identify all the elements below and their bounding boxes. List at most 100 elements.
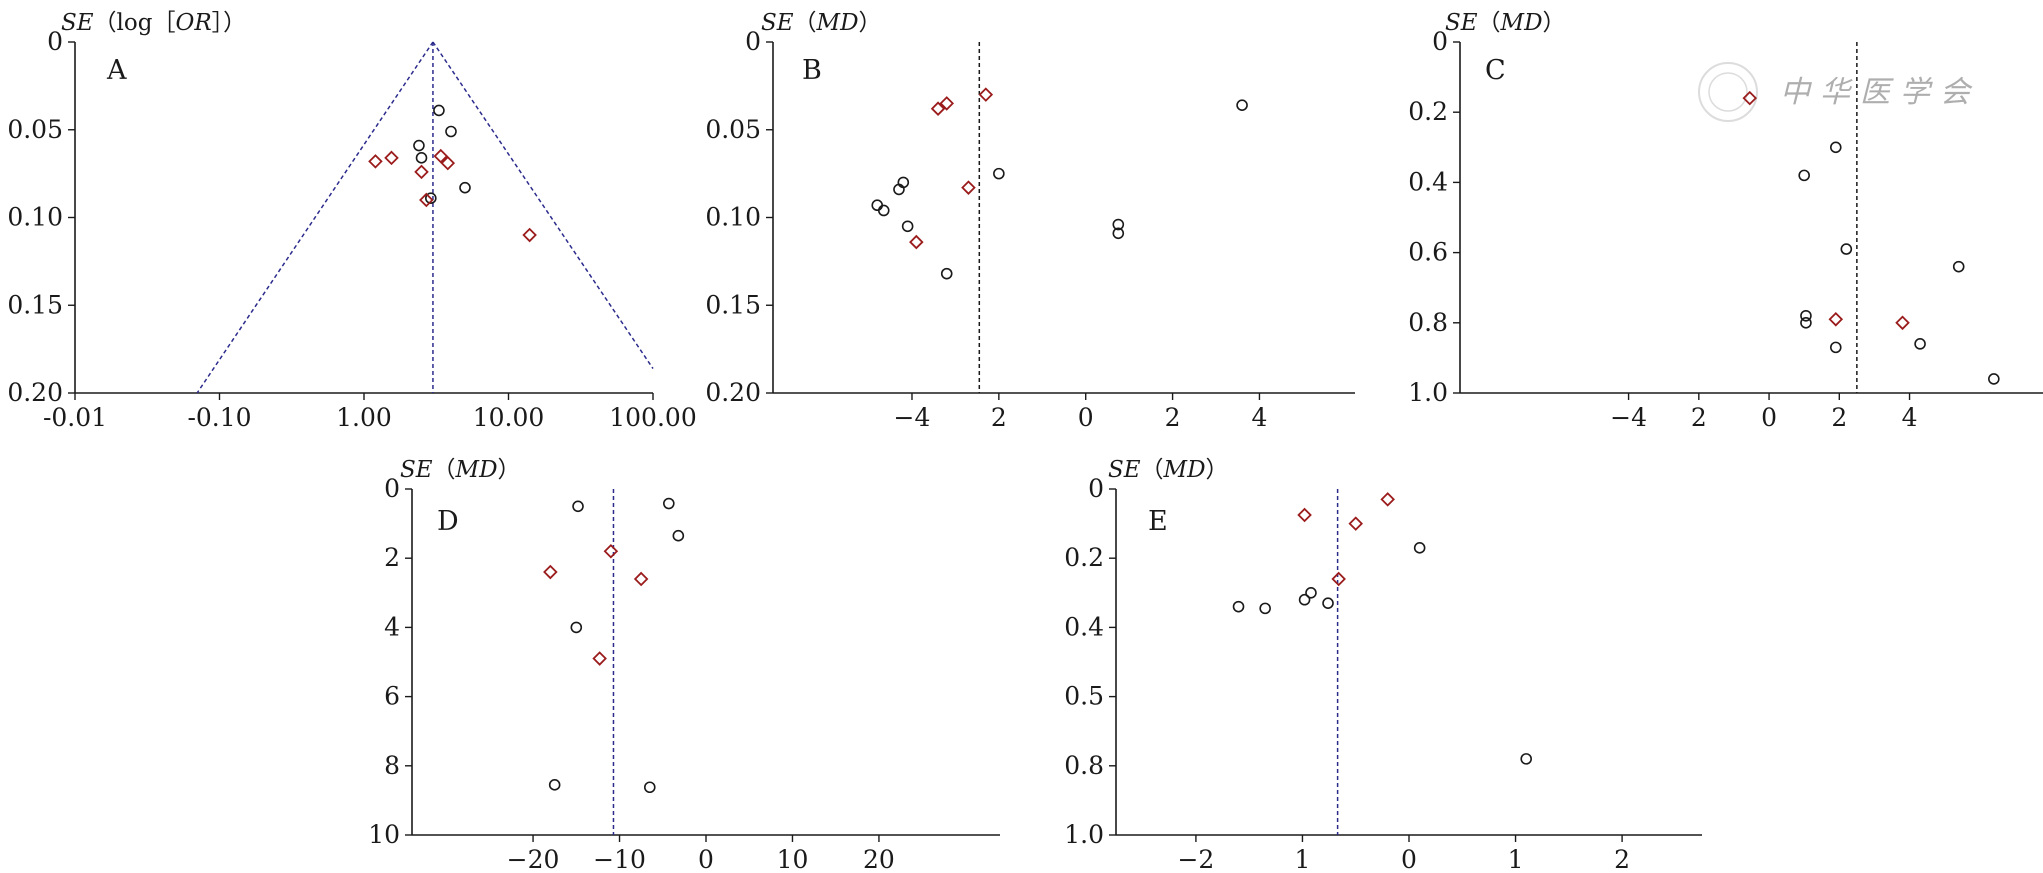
x-tick-label: −2 — [1177, 845, 1214, 873]
y-axis-label-part: SE — [1108, 457, 1141, 483]
study-point-diamond — [909, 234, 924, 250]
y-axis-label: SE（MD） — [400, 457, 521, 483]
x-tick-label: −4 — [1610, 403, 1647, 432]
y-axis-label: SE（MD） — [1445, 10, 1566, 36]
x-tick-label: −10 — [593, 845, 646, 873]
x-tick-label: 2 — [1165, 403, 1181, 432]
study-point-diamond — [1742, 90, 1758, 106]
study-point-circle — [1112, 218, 1125, 231]
y-axis-label-part: log［ — [117, 10, 176, 36]
y-axis-label-part: MD — [455, 457, 498, 483]
y-axis-label-part: ） — [859, 10, 882, 36]
watermark-text: 中华医学会 — [1780, 75, 1980, 110]
y-tick-label: 0 — [745, 27, 761, 56]
study-point-circle — [415, 152, 428, 164]
y-tick-label: 0.10 — [7, 203, 63, 232]
study-point-diamond — [414, 164, 429, 180]
y-tick-label: 1.0 — [1064, 820, 1104, 849]
x-tick-label: 1.00 — [336, 403, 392, 432]
study-point-circle — [433, 104, 445, 117]
y-axis-label-part: （ — [794, 10, 817, 36]
y-tick-label: 0.5 — [1064, 682, 1104, 711]
x-tick-label: 1 — [1508, 845, 1524, 873]
panel-c: C 0 0.2 0.4 0.6 0.8 1.0 −4 2 0 2 4 SE（MD） — [1408, 10, 2043, 432]
study-point-circle — [1800, 316, 1812, 329]
study-point-diamond — [603, 544, 619, 559]
y-axis-label-part: SE — [400, 457, 433, 483]
study-point-circle — [445, 125, 457, 138]
panel-e: E 0 0.2 0.4 0.5 0.8 1.0 −2 1 0 1 2 SE（MD） — [1064, 457, 1702, 873]
y-axis-label-part: （ — [433, 457, 456, 483]
panel-letter: D — [437, 506, 459, 537]
x-tick-label: 10.00 — [473, 403, 545, 432]
study-point-circle — [1413, 542, 1426, 554]
y-tick-label: 0.4 — [1408, 167, 1448, 196]
x-tick-label: 4 — [1902, 403, 1918, 432]
study-point-circle — [1914, 338, 1926, 350]
y-tick-label: 10 — [368, 820, 400, 849]
y-tick-label: 0 — [1088, 474, 1104, 503]
y-axis-label: SE（log［OR］） — [61, 10, 246, 36]
study-point-circle — [459, 181, 471, 194]
study-point-diamond — [440, 155, 456, 171]
x-tick-label: 2 — [1831, 403, 1847, 432]
y-tick-label: 8 — [384, 751, 400, 780]
funnel-left-line — [196, 41, 434, 394]
y-tick-label: 0.2 — [1408, 97, 1448, 126]
x-tick-label: 10 — [777, 845, 809, 873]
study-point-circle — [1305, 586, 1317, 599]
y-tick-label: 0.6 — [1408, 238, 1448, 267]
x-tick-label: 0 — [1078, 403, 1094, 432]
panel-letter: C — [1485, 55, 1506, 86]
x-tick-label: 2 — [1614, 845, 1630, 873]
y-axis-label-part: SE — [61, 10, 94, 36]
y-tick-label: 1.0 — [1408, 378, 1448, 407]
y-axis-label-part: SE — [1445, 10, 1478, 36]
study-point-diamond — [939, 96, 955, 111]
study-point-diamond — [433, 148, 449, 164]
y-axis-label-part: ］） — [212, 10, 247, 36]
study-point-diamond — [1348, 516, 1364, 531]
y-tick-label: 0.15 — [7, 290, 63, 319]
study-point-circle — [1840, 243, 1853, 255]
study-point-circle — [1298, 593, 1311, 606]
x-tick-label: −20 — [507, 845, 560, 873]
study-point-circle — [572, 500, 584, 513]
study-point-circle — [1112, 227, 1125, 240]
y-axis-label-part: ） — [498, 457, 521, 483]
study-point-circle — [1232, 600, 1245, 613]
study-point-circle — [1800, 309, 1812, 322]
study-point-circle — [548, 779, 561, 791]
y-axis-label-part: ） — [1206, 457, 1229, 483]
x-tick-label: 0 — [698, 845, 714, 873]
study-point-circle — [570, 621, 583, 634]
study-point-diamond — [522, 227, 537, 243]
study-point-circle — [1520, 753, 1532, 765]
study-point-circle — [1829, 141, 1842, 154]
x-tick-label: −4 — [894, 403, 931, 432]
seal-outer-ring — [1698, 62, 1758, 122]
y-axis-label-part: MD — [816, 10, 859, 36]
y-tick-label: 0.05 — [7, 115, 63, 144]
y-tick-label: 0.2 — [1064, 543, 1104, 572]
y-tick-label: 0 — [1432, 27, 1448, 56]
x-tick-label: 4 — [1251, 403, 1267, 432]
study-point-circle — [893, 183, 905, 196]
study-point-circle — [993, 167, 1005, 180]
study-point-diamond — [1895, 315, 1910, 331]
study-point-circle — [413, 139, 425, 152]
study-point-circle — [1952, 260, 1965, 273]
x-tick-label: 0 — [1761, 403, 1777, 432]
study-point-circle — [901, 220, 914, 233]
study-point-diamond — [1331, 571, 1346, 587]
y-tick-label: 0.15 — [705, 290, 761, 319]
study-point-circle — [1322, 597, 1334, 609]
y-axis-label-part: （ — [94, 10, 117, 36]
study-point-circle — [643, 781, 656, 794]
y-tick-label: 0.8 — [1064, 751, 1104, 780]
x-tick-label: 100.00 — [609, 403, 696, 432]
x-tick-label: 0 — [1401, 845, 1417, 873]
y-axis-label-part: ） — [1543, 10, 1566, 36]
x-tick-label: 20 — [863, 845, 895, 873]
